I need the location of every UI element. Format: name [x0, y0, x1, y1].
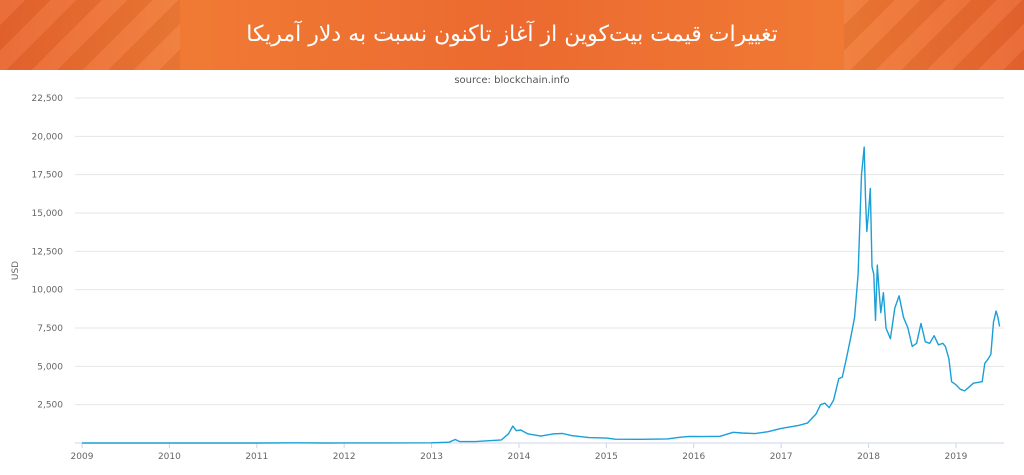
- x-tick-label: 2013: [420, 452, 443, 462]
- banner-decoration-left: [0, 0, 180, 70]
- y-axis-label: USD: [11, 261, 21, 280]
- x-tick-label: 2010: [158, 452, 181, 462]
- series-line: [82, 146, 1001, 444]
- x-tick-label: 2019: [944, 452, 967, 462]
- y-tick-label: 20,000: [32, 132, 64, 142]
- y-tick-label: 22,500: [32, 94, 64, 104]
- y-tick-label: 2,500: [37, 401, 63, 411]
- y-tick-label: 10,000: [32, 286, 64, 296]
- x-axis-ticks: 2009 2010 2011 2012 2013 2014 2015 2016 2017 2018…: [71, 443, 968, 462]
- x-tick-label: 2016: [682, 452, 705, 462]
- y-tick-label: 15,000: [32, 209, 64, 219]
- y-tick-label: 5,000: [37, 362, 63, 372]
- title-banner: تغییرات قیمت بیت‌کوین از آغاز تاکنون نسب…: [0, 0, 1024, 70]
- y-tick-label: 12,500: [32, 247, 64, 257]
- x-tick-label: 2012: [333, 452, 356, 462]
- x-tick-label: 2011: [245, 452, 268, 462]
- x-tick-label: 2014: [508, 452, 531, 462]
- x-tick-label: 2015: [595, 452, 618, 462]
- x-tick-label: 2018: [857, 452, 880, 462]
- banner-decoration-right: [844, 0, 1024, 70]
- chart-subtitle: source: blockchain.info: [454, 75, 570, 86]
- x-tick-label: 2017: [770, 452, 793, 462]
- x-tick-label: 2009: [71, 452, 94, 462]
- y-tick-label: 17,500: [32, 171, 64, 181]
- y-tick-label: 7,500: [37, 324, 63, 334]
- y-axis-ticks: 2,500 5,000 7,500 10,000 12,500 15,000 17,500 2…: [32, 94, 64, 411]
- grid-lines: [75, 97, 1004, 406]
- chart-title: تغییرات قیمت بیت‌کوین از آغاز تاکنون نسب…: [246, 22, 778, 47]
